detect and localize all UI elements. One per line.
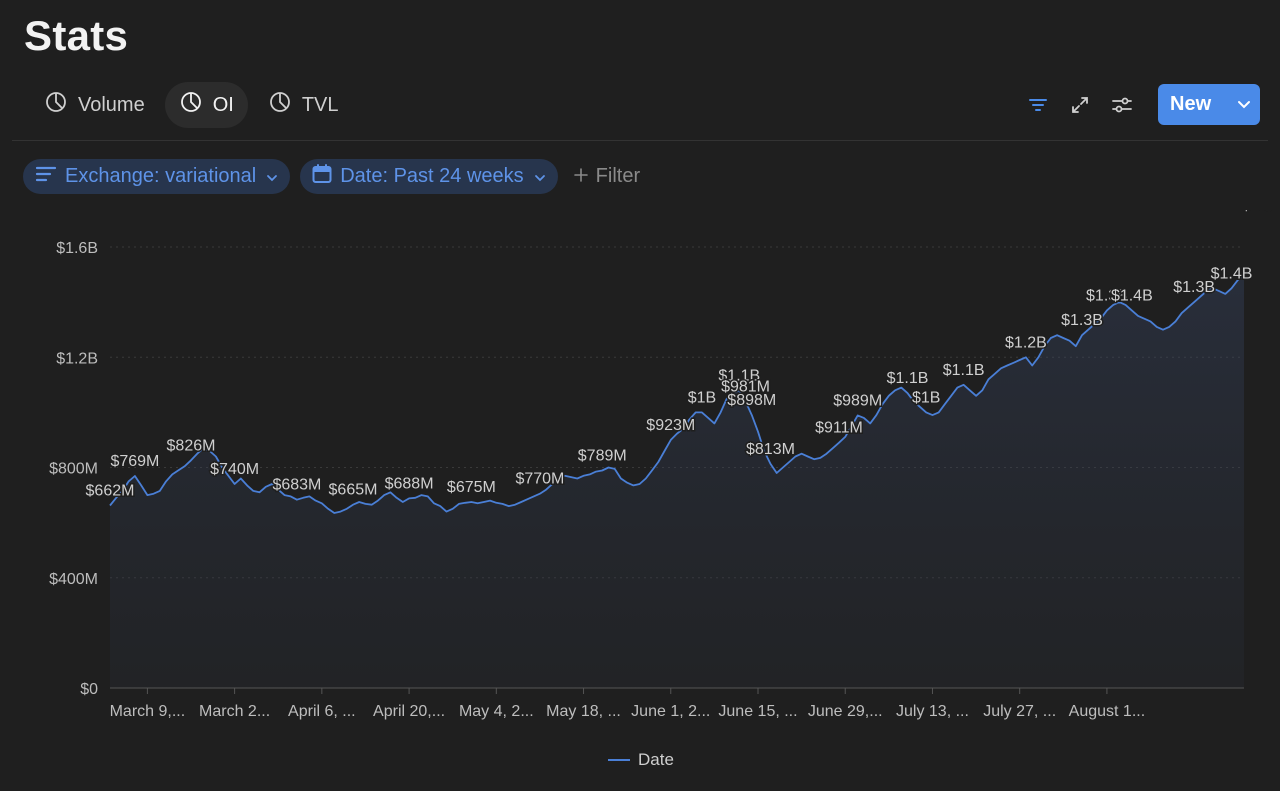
legend-swatch (608, 759, 630, 761)
y-tick-label: $0 (80, 681, 98, 698)
add-filter-button[interactable]: Filter (573, 165, 641, 188)
x-tick-label: June 29,... (808, 703, 883, 720)
x-tick-label: May 4, 2... (459, 703, 534, 720)
x-tick-label: August 1... (1069, 703, 1146, 720)
filter-lines-icon (35, 165, 57, 189)
area-fill (110, 274, 1244, 688)
data-label: $1B (912, 389, 940, 406)
data-label: $923M (646, 417, 695, 434)
toolbar: New (1026, 84, 1260, 125)
filter-bar: Exchange: variational Date: Past 24 week… (23, 159, 640, 194)
new-button-label: New (1170, 93, 1212, 115)
data-label: $662M (86, 483, 135, 500)
y-tick-label: $400M (49, 571, 98, 588)
data-label: $740M (210, 461, 259, 478)
data-label: $1.3B (1086, 287, 1128, 304)
y-tick-label: $800M (49, 461, 98, 478)
tab-label: TVL (301, 93, 339, 116)
chevron-down-icon (1228, 100, 1260, 109)
plus-icon (573, 165, 588, 188)
tab-tvl[interactable]: TVL (254, 82, 353, 128)
x-tick-label: April 20,... (373, 703, 445, 720)
calendar-icon (312, 163, 332, 190)
y-tick-label: $1.6B (56, 240, 98, 257)
date-filter-label: Date: Past 24 weeks (340, 165, 524, 187)
filter-lines-icon[interactable] (1026, 93, 1050, 117)
data-label: $898M (727, 392, 776, 409)
data-label: $1.1B (718, 367, 760, 384)
tab-label: Volume (78, 93, 145, 116)
data-label: $1.1B (887, 370, 929, 387)
x-tick-label: July 27, ... (983, 703, 1056, 720)
data-label: $1B (688, 389, 716, 406)
data-label: $1.1B (943, 362, 985, 379)
chart-legend[interactable]: Date (608, 750, 674, 770)
date-filter-pill[interactable]: Date: Past 24 weeks (300, 159, 558, 194)
data-label: $1.4B (1211, 265, 1253, 282)
expand-icon[interactable] (1068, 93, 1092, 117)
series-line (109, 273, 1245, 514)
oi-area-chart: $0 $400M $800M $1.2B $1.6B March 9,... March 2… (49, 210, 1280, 720)
tab-oi[interactable]: OI (164, 82, 248, 128)
data-label: $1.3B (1061, 312, 1103, 329)
data-label: $1.4B (1111, 287, 1153, 304)
pie-chart-icon (268, 90, 292, 120)
data-label: $989M (833, 392, 882, 409)
data-label: $675M (447, 479, 496, 496)
x-tick-label: March 9,... (110, 703, 186, 720)
new-button[interactable]: New (1158, 84, 1260, 125)
chevron-down-icon (534, 165, 546, 188)
tab-label: OI (212, 93, 234, 116)
data-label: $665M (329, 482, 378, 499)
y-tick-label: $1.2B (56, 350, 98, 367)
chevron-down-icon (266, 165, 278, 188)
add-filter-label: Filter (595, 165, 641, 187)
x-tick-label: April 6, ... (288, 703, 356, 720)
x-tick-label: March 2... (199, 703, 270, 720)
data-label: $911M (815, 420, 863, 437)
exchange-filter-label: Exchange: variational (65, 165, 257, 187)
data-label: $683M (272, 477, 321, 494)
data-label: $688M (385, 475, 434, 492)
x-tick-label: July 13, ... (896, 703, 969, 720)
data-label: $813M (746, 441, 795, 458)
tab-volume[interactable]: Volume (30, 82, 159, 128)
sliders-icon[interactable] (1110, 93, 1134, 117)
x-tick-label: June 1, 2... (631, 703, 710, 720)
x-tick-label: June 15, ... (718, 703, 797, 720)
exchange-filter-pill[interactable]: Exchange: variational (23, 159, 291, 194)
data-label: $981M (721, 378, 770, 395)
pie-chart-icon (44, 90, 68, 120)
legend-label: Date (638, 750, 674, 769)
data-label: $789M (578, 448, 627, 465)
tab-bar: Volume OI TVL (30, 82, 353, 128)
data-label: $826M (167, 437, 216, 454)
data-label: $1.3B (1173, 279, 1215, 296)
page-title: Stats (24, 12, 129, 59)
divider (12, 140, 1268, 141)
pie-chart-icon (179, 90, 203, 120)
data-label: $1.2B (1005, 334, 1047, 351)
data-label: $769M (110, 453, 159, 470)
data-label: $1.5B (1242, 210, 1280, 214)
x-tick-label: May 18, ... (546, 703, 621, 720)
data-label: $770M (515, 471, 564, 488)
